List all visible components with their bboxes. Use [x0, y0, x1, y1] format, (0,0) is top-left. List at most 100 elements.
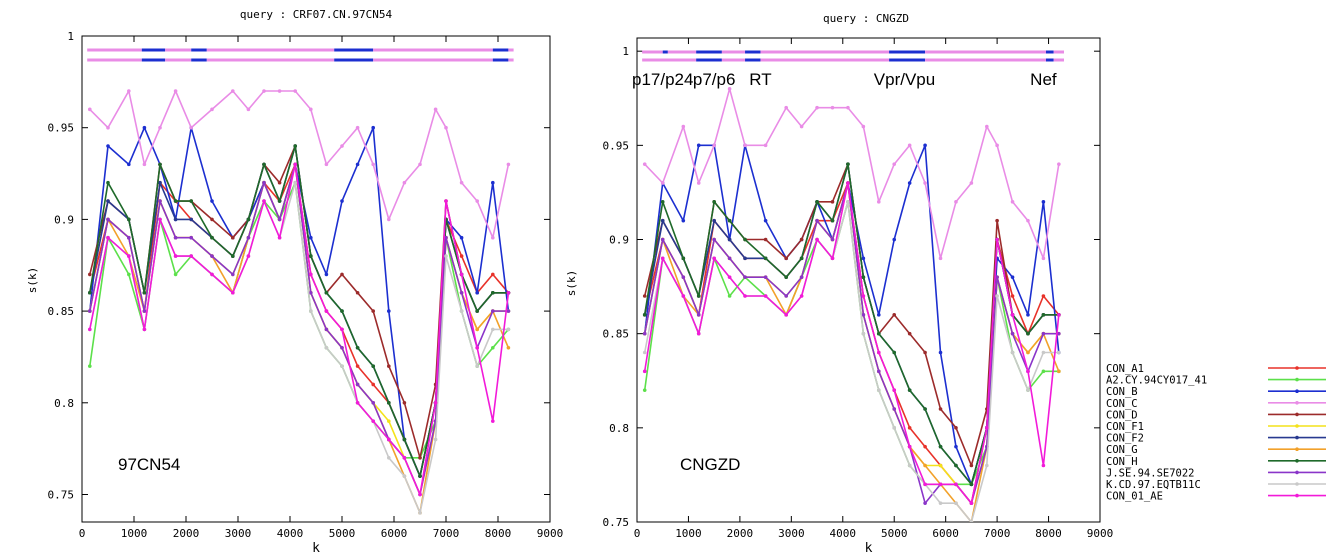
legend-entry-label: CON_G — [1106, 444, 1138, 456]
data-point-CON_B — [763, 218, 768, 223]
data-point-CON_B — [387, 309, 391, 313]
x-tick-label: 9000 — [537, 527, 564, 540]
data-point-J.SE.94.SE7022 — [246, 235, 251, 240]
legend-entry-marker — [1295, 493, 1299, 498]
data-point-CON_01_AE — [1010, 313, 1015, 317]
data-point-CON_H — [277, 199, 282, 203]
x-tick-label: 0 — [634, 527, 641, 540]
data-point-CON_D — [642, 294, 647, 298]
data-point-J.SE.94.SE7022 — [444, 235, 448, 240]
data-point-CON_B — [340, 199, 344, 203]
data-point-CON_01_AE — [660, 256, 665, 261]
legend-entry-marker — [1295, 424, 1299, 428]
x-tick-label: 2000 — [727, 527, 754, 540]
data-point-CON_F1 — [387, 419, 391, 423]
chart-title: query : CNGZD — [823, 12, 909, 25]
data-point-CON_C — [1041, 256, 1046, 261]
data-point-CON_C — [784, 105, 788, 110]
data-point-CON_A1 — [459, 254, 464, 258]
x-tick-label: 2000 — [173, 527, 200, 540]
data-point-J.SE.94.SE7022 — [995, 275, 999, 279]
data-point-K.CD.97.EQTB11C — [1026, 388, 1030, 392]
data-point-CON_B — [1041, 200, 1046, 204]
data-point-J.SE.94.SE7022 — [784, 294, 788, 298]
legend-entry-marker — [1295, 470, 1299, 475]
y-tick-label: 1 — [67, 30, 74, 43]
data-point-CON_D — [995, 218, 999, 223]
data-point-CON_C — [355, 125, 360, 130]
y-tick-label: 0.95 — [48, 122, 75, 135]
data-point-CON_H — [763, 256, 768, 261]
data-point-CON_F1 — [938, 463, 943, 468]
data-point-CON_H — [815, 200, 819, 204]
data-point-J.SE.94.SE7022 — [727, 256, 732, 261]
legend-entry-marker — [1295, 377, 1299, 382]
data-point-K.CD.97.EQTB11C — [954, 501, 958, 505]
data-point-CON_C — [743, 143, 747, 148]
x-axis-label: k — [312, 541, 320, 556]
data-point-J.SE.94.SE7022 — [876, 369, 881, 374]
chart-panel-1: query : CRF07.CN.97CN54 0 1000 2000 3000 4000… — [26, 8, 563, 556]
series-group — [642, 87, 1061, 522]
data-point-CON_01_AE — [142, 327, 147, 332]
data-point-CON_H — [158, 162, 162, 167]
data-point-CON_C — [799, 124, 804, 129]
data-point-K.CD.97.EQTB11C — [459, 309, 464, 313]
data-point-CON_B — [1026, 313, 1030, 317]
data-point-CON_B — [876, 313, 881, 317]
data-point-CON_B — [861, 256, 866, 261]
data-point-CON_C — [969, 181, 974, 185]
data-point-CON_C — [995, 143, 999, 148]
data-point-J.SE.94.SE7022 — [340, 345, 344, 350]
data-point-CON_H — [106, 180, 110, 185]
data-point-CON_B — [1010, 275, 1015, 279]
y-tick-label: 1 — [622, 45, 629, 58]
data-point-CON_B — [106, 144, 110, 148]
data-point-J.SE.94.SE7022 — [277, 217, 282, 222]
data-point-CON_C — [954, 200, 958, 204]
data-point-CON_H — [210, 235, 214, 240]
data-point-K.CD.97.EQTB11C — [506, 327, 511, 332]
data-point-J.SE.94.SE7022 — [660, 237, 665, 242]
data-point-CON_B — [923, 143, 927, 148]
data-point-K.CD.97.EQTB11C — [642, 350, 647, 355]
data-point-CON_C — [1026, 218, 1030, 223]
legend-entry-marker — [1295, 482, 1299, 486]
data-point-CON_01_AE — [158, 217, 162, 222]
data-point-J.SE.94.SE7022 — [106, 217, 110, 222]
data-point-CON_F2 — [743, 256, 747, 261]
data-point-CON_H — [727, 218, 732, 223]
data-point-K.CD.97.EQTB11C — [293, 180, 298, 185]
data-point-CON_C — [277, 89, 282, 93]
data-point-CON_D — [938, 407, 943, 411]
data-point-CON_01_AE — [106, 235, 110, 240]
data-point-J.SE.94.SE7022 — [506, 309, 511, 313]
data-point-CON_D — [277, 180, 282, 185]
data-point-CON_B — [142, 125, 147, 130]
data-point-CON_C — [402, 180, 407, 185]
data-point-CON_D — [387, 364, 391, 368]
data-point-CON_C — [892, 162, 897, 166]
data-point-CON_G — [1026, 350, 1030, 355]
data-point-CON_A1 — [923, 444, 927, 449]
data-point-CON_C — [371, 162, 376, 167]
legend-entry-label: CON_01_AE — [1106, 491, 1163, 503]
data-point-J.SE.94.SE7022 — [923, 501, 927, 505]
legend-entry-marker — [1295, 401, 1299, 405]
data-point-CON_H — [189, 199, 193, 203]
data-point-CON_B — [892, 237, 897, 242]
legend-entry-marker — [1295, 366, 1299, 370]
data-point-CON_01_AE — [127, 254, 131, 258]
data-point-K.CD.97.EQTB11C — [995, 294, 999, 298]
data-point-A2.CY.94CY017_41 — [127, 272, 131, 277]
data-point-CON_C — [1010, 200, 1015, 204]
legend-entry-marker — [1295, 447, 1299, 452]
data-point-CON_B — [371, 125, 376, 130]
data-point-CON_H — [892, 350, 897, 355]
data-point-CON_C — [861, 124, 866, 129]
data-point-CON_01_AE — [799, 294, 804, 298]
y-tick-label: 0.8 — [54, 397, 74, 410]
data-point-CON_H — [246, 217, 251, 222]
data-point-CON_B — [954, 444, 958, 449]
